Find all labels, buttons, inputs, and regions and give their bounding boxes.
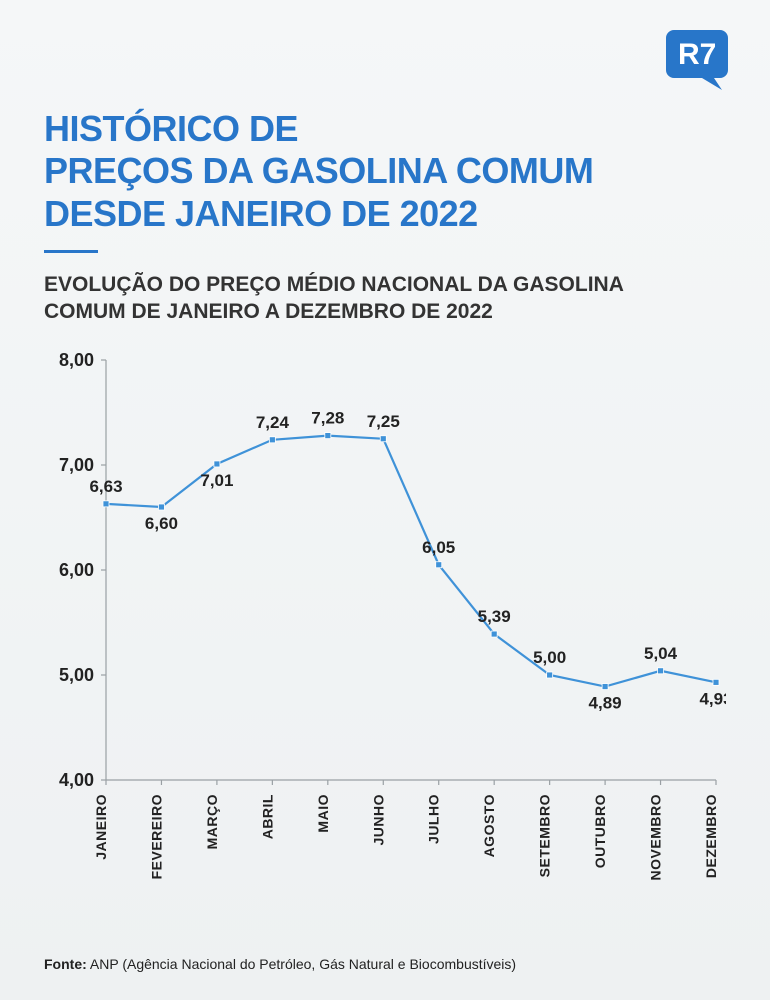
price-marker xyxy=(103,501,109,507)
price-value-label: 6,63 xyxy=(89,477,122,496)
y-tick-label: 8,00 xyxy=(59,350,94,370)
price-value-label: 6,05 xyxy=(422,538,455,557)
source-label: Fonte: xyxy=(44,956,87,972)
brand-logo-text: R7 xyxy=(678,38,716,71)
price-marker xyxy=(602,684,608,690)
y-tick-label: 7,00 xyxy=(59,455,94,475)
title-line-3: DESDE JANEIRO DE 2022 xyxy=(44,193,593,235)
source-text: ANP (Agência Nacional do Petróleo, Gás N… xyxy=(90,956,516,972)
title-line-2: PREÇOS DA GASOLINA COMUM xyxy=(44,150,593,192)
x-tick-label: JANEIRO xyxy=(93,794,109,860)
x-tick-label: DEZEMBRO xyxy=(703,794,719,878)
price-value-label: 7,28 xyxy=(311,409,344,428)
price-value-label: 5,00 xyxy=(533,648,566,667)
x-tick-label: JULHO xyxy=(426,794,442,844)
x-tick-label: AGOSTO xyxy=(481,794,497,857)
price-chart: 4,00 5,00 6,00 7,00 8,00 JANEIRO FEVEREIRO MARÇ… xyxy=(44,350,726,900)
x-tick-label: ABRIL xyxy=(259,794,275,839)
x-tick-label: SETEMBRO xyxy=(537,794,553,877)
price-marker xyxy=(214,461,220,467)
price-marker xyxy=(547,672,553,678)
title-line-1: HISTÓRICO DE xyxy=(44,108,593,150)
price-marker xyxy=(491,631,497,637)
price-value-label: 5,04 xyxy=(644,644,678,663)
price-marker xyxy=(380,436,386,442)
price-series-line xyxy=(106,436,716,687)
price-marker xyxy=(658,668,664,674)
x-tick-label: OUTUBRO xyxy=(592,794,608,868)
page-title: HISTÓRICO DE PREÇOS DA GASOLINA COMUM DE… xyxy=(44,108,593,235)
x-tick-label: FEVEREIRO xyxy=(148,794,164,879)
title-underline xyxy=(44,250,98,253)
subtitle-line-1: EVOLUÇÃO DO PREÇO MÉDIO NACIONAL DA GASO… xyxy=(44,272,726,299)
page-subtitle: EVOLUÇÃO DO PREÇO MÉDIO NACIONAL DA GASO… xyxy=(44,272,726,326)
r7-logo-icon: R7 xyxy=(664,28,730,90)
source-line: Fonte: ANP (Agência Nacional do Petróleo… xyxy=(44,956,516,972)
y-tick-label: 4,00 xyxy=(59,770,94,790)
price-marker xyxy=(436,562,442,568)
y-tick-label: 6,00 xyxy=(59,560,94,580)
price-value-label: 4,89 xyxy=(589,694,622,713)
price-value-label: 4,93 xyxy=(699,689,726,708)
price-value-label: 7,25 xyxy=(367,412,400,431)
x-tick-label: NOVEMBRO xyxy=(648,794,664,880)
price-chart-svg: 4,00 5,00 6,00 7,00 8,00 JANEIRO FEVEREIRO MARÇ… xyxy=(44,350,726,900)
price-marker xyxy=(325,433,331,439)
x-tick-label: JUNHO xyxy=(370,794,386,846)
x-tick-label: MAIO xyxy=(315,794,331,833)
price-value-label: 5,39 xyxy=(478,607,511,626)
price-value-label: 7,01 xyxy=(200,471,233,490)
subtitle-line-2: COMUM DE JANEIRO A DEZEMBRO DE 2022 xyxy=(44,299,726,326)
price-marker xyxy=(158,504,164,510)
price-value-label: 6,60 xyxy=(145,514,178,533)
brand-logo: R7 xyxy=(664,28,730,90)
price-marker xyxy=(713,679,719,685)
price-marker xyxy=(269,437,275,443)
y-tick-label: 5,00 xyxy=(59,665,94,685)
price-value-label: 7,24 xyxy=(256,413,290,432)
x-tick-label: MARÇO xyxy=(204,794,220,849)
